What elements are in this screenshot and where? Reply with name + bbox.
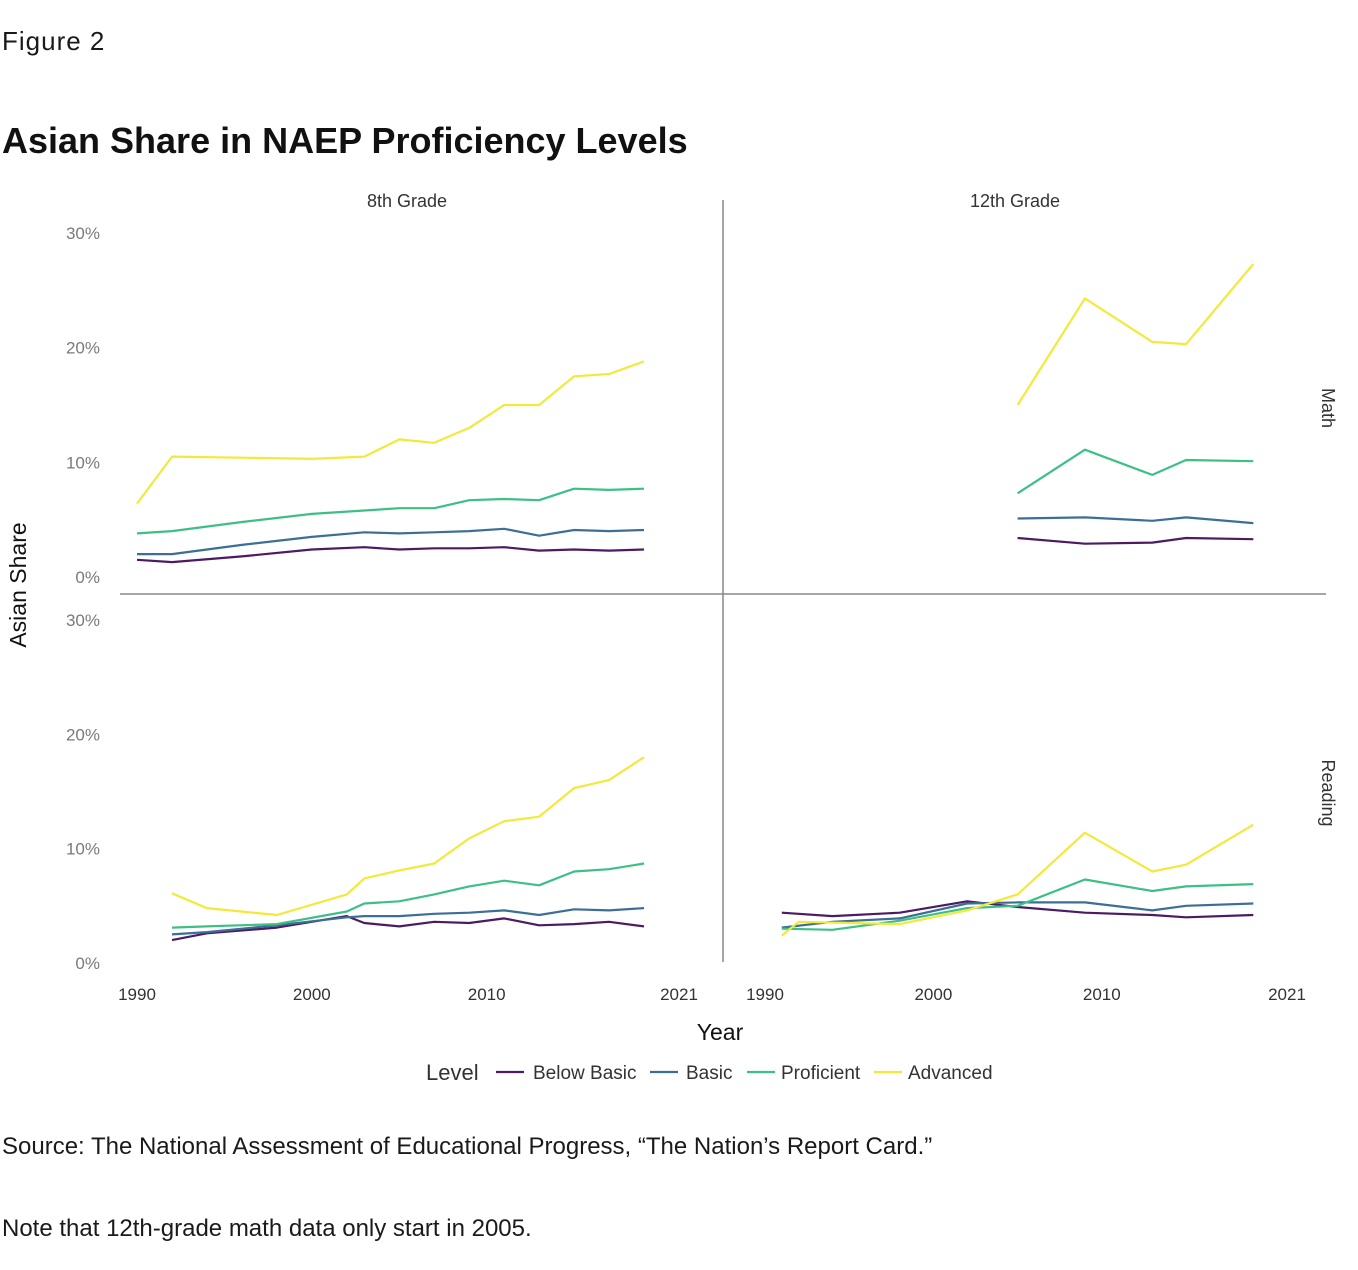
line-math-8th-grade-below-basic [136,546,645,564]
y-tick-math-2: 20% [66,339,100,358]
line-reading-8th-grade-advanced [171,756,645,917]
x-tick-12th-grade-0: 1990 [746,985,784,1004]
facet-label-12th-grade: 12th Grade [970,191,1060,211]
line-reading-12th-grade-proficient [781,878,1254,931]
footnote: Note that 12th-grade math data only star… [2,1215,532,1242]
source-note: Source: The National Assessment of Educa… [2,1133,933,1160]
y-tick-math-3: 30% [66,224,100,243]
y-tick-reading-1: 10% [66,840,100,859]
x-tick-12th-grade-1: 2000 [914,985,952,1004]
facet-label-reading: Reading [1318,759,1338,826]
x-tick-8th-grade-0: 1990 [118,985,156,1004]
y-tick-math-1: 10% [66,453,100,472]
legend-label-basic: Basic [686,1063,732,1084]
legend-title: Level [426,1060,479,1085]
legend-label-advanced: Advanced [908,1063,993,1084]
line-math-12th-grade-below-basic [1017,536,1254,545]
line-math-8th-grade-proficient [136,487,645,535]
x-tick-8th-grade-2: 2010 [468,985,506,1004]
y-tick-reading-3: 30% [66,611,100,630]
x-tick-12th-grade-2: 2010 [1083,985,1121,1004]
x-axis-title: Year [697,1019,744,1045]
chart-title: Asian Share in NAEP Proficiency Levels [2,120,688,161]
line-reading-8th-grade-proficient [171,862,645,929]
x-tick-8th-grade-3: 2021 [660,985,698,1004]
line-math-12th-grade-advanced [1016,263,1255,406]
x-tick-12th-grade-3: 2021 [1268,985,1306,1004]
y-tick-math-0: 0% [75,568,100,587]
line-reading-12th-grade-basic [781,901,1254,929]
y-tick-reading-0: 0% [75,954,100,973]
line-reading-12th-grade-below-basic [781,900,1254,919]
line-math-8th-grade-advanced [136,360,645,505]
line-reading-12th-grade-advanced [781,823,1254,937]
facet-label-8th-grade: 8th Grade [367,191,447,211]
y-axis-title: Asian Share [5,522,31,647]
line-math-8th-grade-basic [137,527,645,556]
legend-label-proficient: Proficient [781,1063,861,1084]
line-reading-8th-grade-basic [171,907,645,936]
facet-label-math: Math [1318,388,1338,428]
faceted-line-chart: 8th Grade 12th Grade Math Reading 0% 10% 20% 30… [5,191,1338,1085]
line-math-12th-grade-proficient [1017,448,1254,495]
line-math-12th-grade-basic [1017,516,1254,525]
figure-label: Figure 2 [2,26,106,56]
legend-label-below-basic: Below Basic [533,1063,637,1084]
line-reading-8th-grade-below-basic [171,914,645,942]
y-tick-reading-2: 20% [66,725,100,744]
x-tick-8th-grade-1: 2000 [293,985,331,1004]
